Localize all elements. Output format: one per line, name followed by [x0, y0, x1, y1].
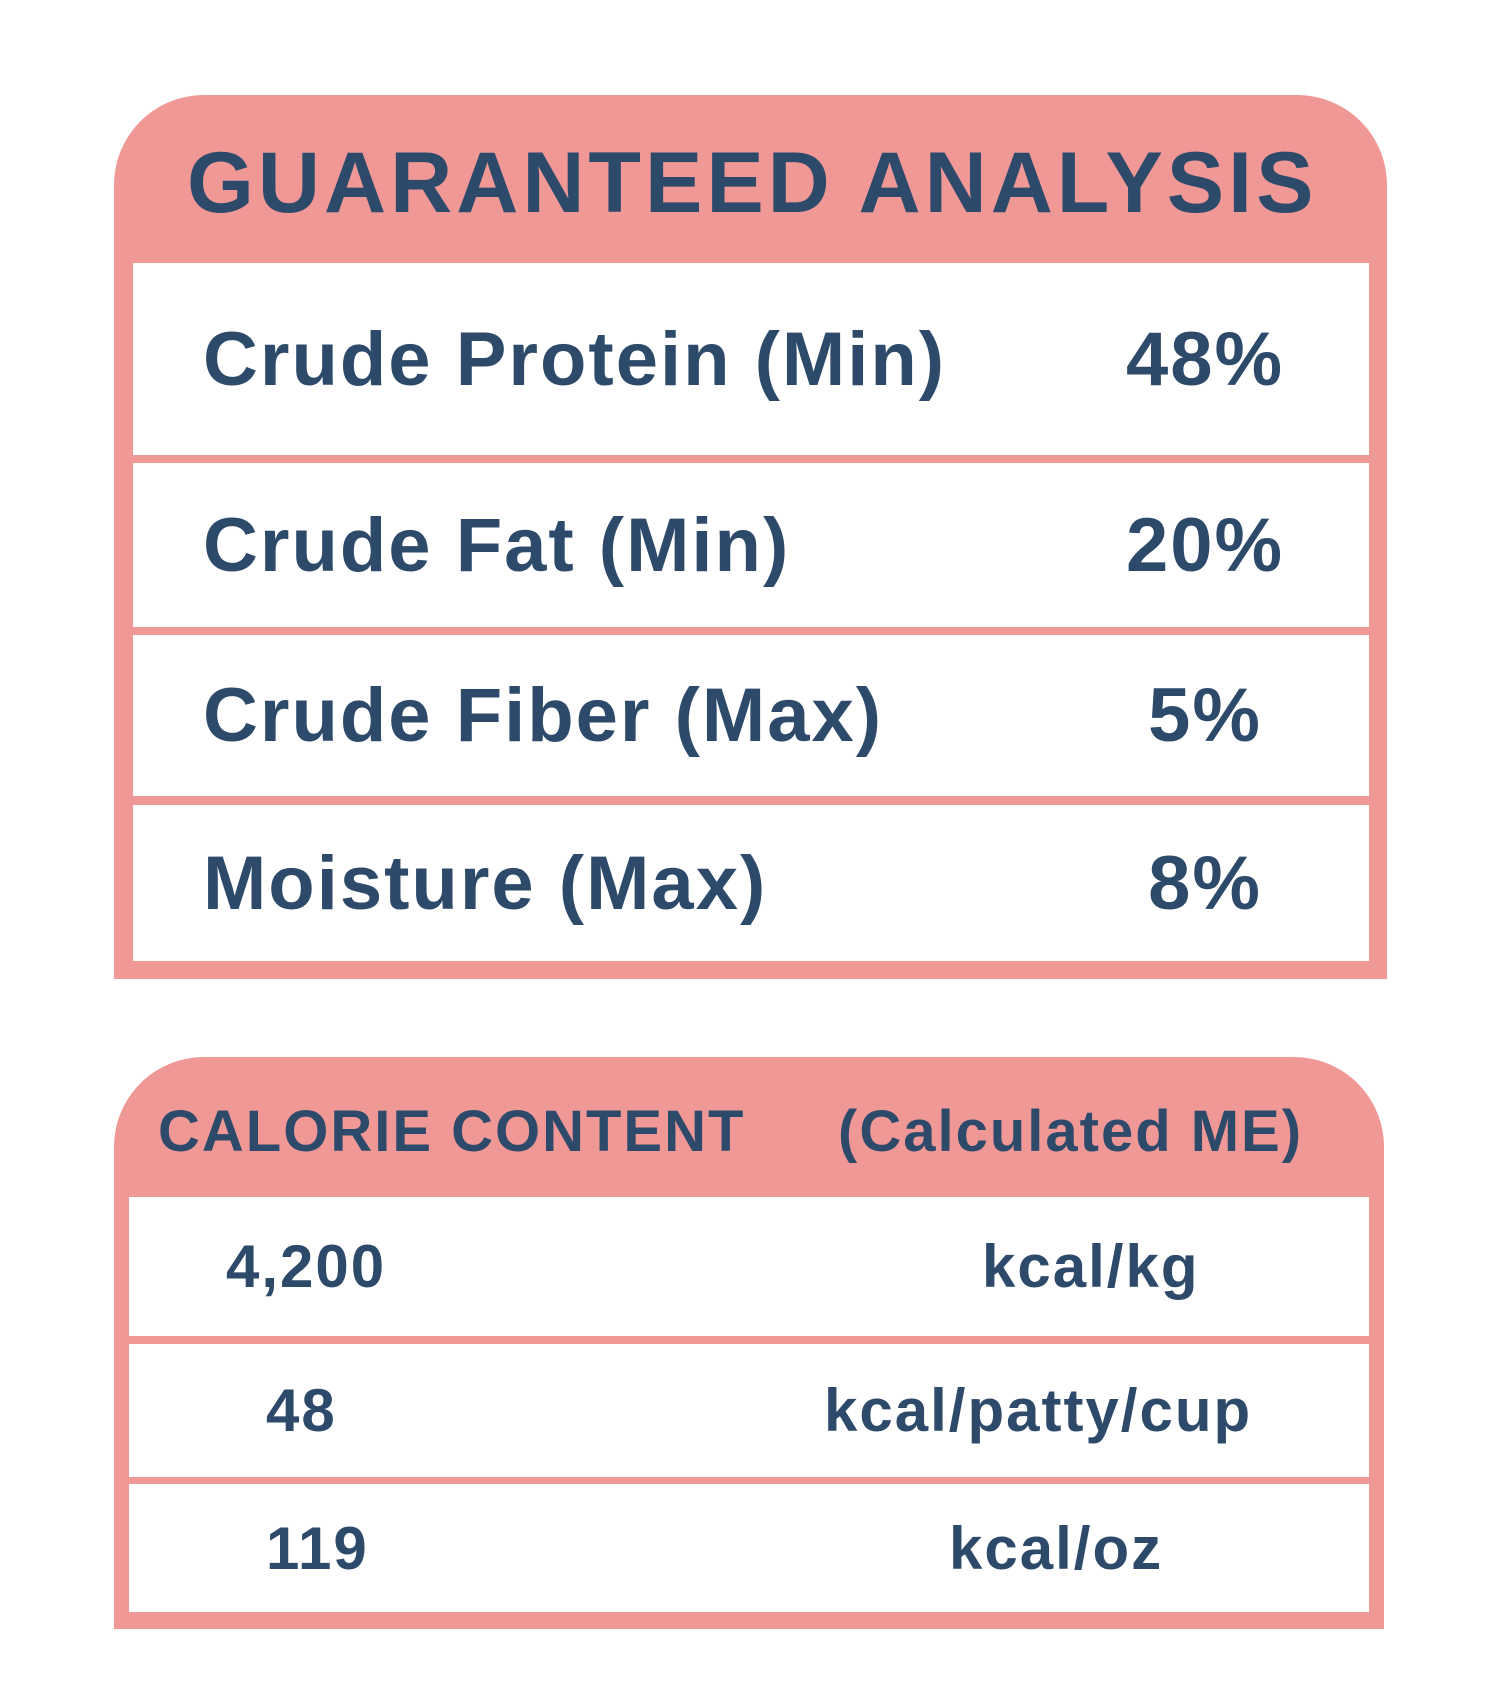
ga-row-label: Crude Fat (Min) — [133, 463, 1102, 627]
calorie-content-subtitle: (Calculated ME) — [838, 1099, 1304, 1164]
calorie-value: 119 — [266, 1514, 369, 1582]
ga-row-label: Crude Fiber (Max) — [133, 635, 1102, 796]
guaranteed-analysis-title: GUARANTEED ANALYSIS — [187, 135, 1318, 231]
calorie-unit: kcal/kg — [982, 1233, 1200, 1300]
ga-row-label: Moisture (Max) — [133, 805, 1102, 961]
calorie-row: 119 kcal/oz — [129, 1484, 1369, 1612]
calorie-value: 4,200 — [226, 1233, 387, 1300]
calorie-unit: kcal/oz — [949, 1514, 1164, 1582]
calorie-content-title: CALORIE CONTENT — [158, 1099, 746, 1164]
calorie-row: 4,200 kcal/kg — [129, 1197, 1369, 1336]
ga-row-value: 5% — [1041, 635, 1369, 796]
calorie-unit: kcal/patty/cup — [824, 1377, 1253, 1444]
calorie-row: 48 kcal/patty/cup — [129, 1344, 1369, 1477]
ga-row-label: Crude Protein (Min) — [133, 263, 1102, 455]
ga-row-value: 48% — [1041, 263, 1369, 455]
ga-row-value: 8% — [1041, 805, 1369, 961]
ga-row-value: 20% — [1041, 463, 1369, 627]
calorie-value: 48 — [266, 1377, 337, 1444]
